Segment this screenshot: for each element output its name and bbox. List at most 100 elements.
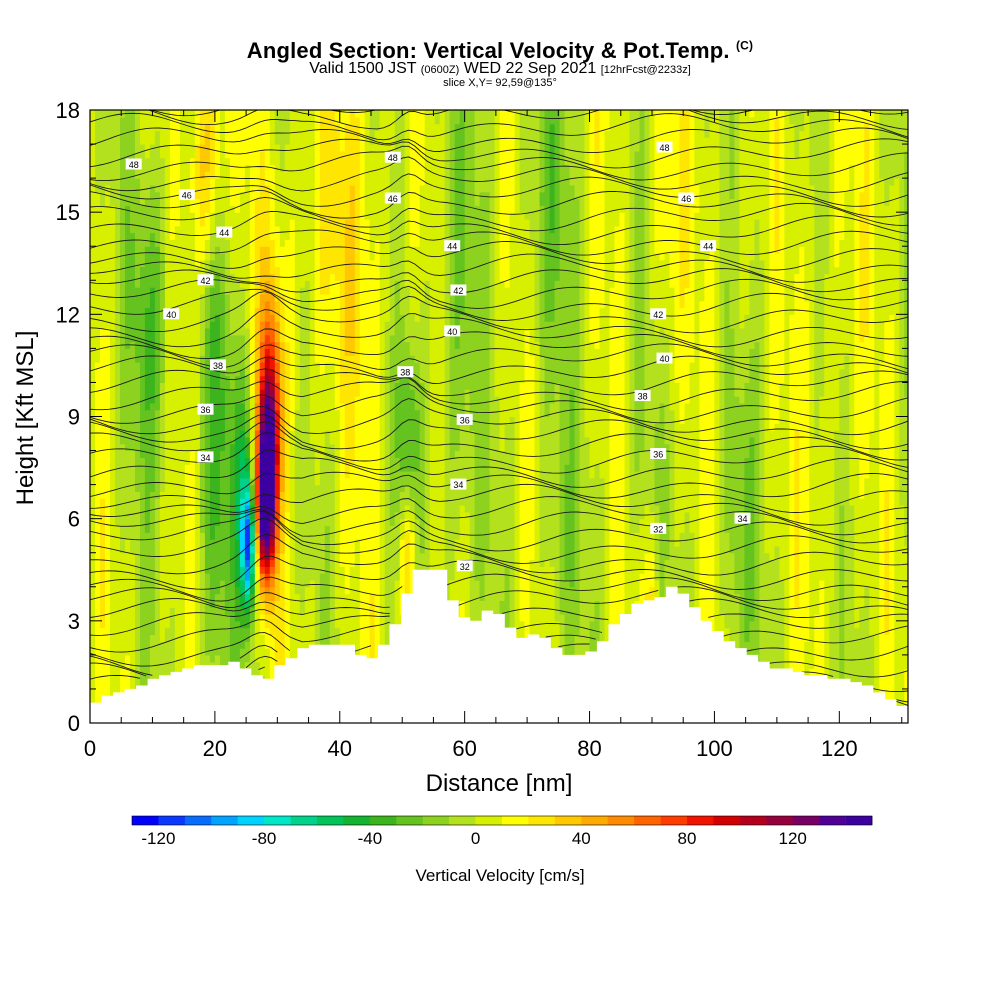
colorbar-swatch xyxy=(369,816,397,825)
contour-label-box xyxy=(678,192,695,204)
x-tick-label: 0 xyxy=(84,736,96,761)
contour-label: 38 xyxy=(213,361,223,371)
colorbar-tick-label: -40 xyxy=(358,829,383,848)
theta-contour-line xyxy=(90,449,908,488)
terrain-mask xyxy=(90,569,908,723)
contour-label-box xyxy=(456,413,473,425)
theta-contour-line xyxy=(90,196,908,232)
contour-label-box xyxy=(656,352,673,364)
contour-label: 34 xyxy=(200,453,210,463)
colorbar-swatch xyxy=(607,816,635,825)
contour-label: 34 xyxy=(453,480,463,490)
contour-labels: 4846444240383634484644424038363432304846… xyxy=(125,141,751,660)
x-tick-label: 60 xyxy=(452,736,476,761)
colorbar-swatch xyxy=(845,816,873,825)
theta-contour-line xyxy=(90,510,908,552)
chart-subtitle: Valid 1500 JST (0600Z) WED 22 Sep 2021 [… xyxy=(0,60,1000,78)
colorbar-swatch xyxy=(343,816,371,825)
theta-contour-line xyxy=(90,586,908,610)
contour-label-box xyxy=(178,189,195,201)
contour-label: 40 xyxy=(659,354,669,364)
contour-label: 48 xyxy=(388,153,398,163)
colorbar-frame xyxy=(131,815,873,826)
contour-label-box xyxy=(163,308,180,320)
y-tick-label: 6 xyxy=(68,507,80,532)
theta-contour-line xyxy=(90,509,908,537)
theta-contour-line xyxy=(90,644,908,678)
colorbar-swatch xyxy=(687,816,714,825)
theta-contour-line xyxy=(90,343,908,370)
theta-contour-line xyxy=(90,291,908,334)
colorbar-tick-label: 40 xyxy=(572,829,591,848)
contour-label: 42 xyxy=(200,276,210,286)
colorbar-tick-label: -80 xyxy=(252,829,277,848)
theta-contour-line xyxy=(90,229,908,256)
contour-label: 44 xyxy=(447,242,457,252)
theta-contour-line xyxy=(90,145,908,182)
y-tick-label: 15 xyxy=(56,200,80,225)
theta-contour-line xyxy=(147,110,908,130)
contour-label-box xyxy=(450,284,467,296)
x-tick-label: 80 xyxy=(577,736,601,761)
slice-subtitle: slice X,Y= 92,59@135° xyxy=(443,77,557,89)
theta-contour-line xyxy=(90,432,908,474)
chart-title: Angled Section: Vertical Velocity & Pot.… xyxy=(0,38,1000,64)
theta-contour-line xyxy=(90,112,908,141)
contour-label-box xyxy=(210,359,226,371)
colorbar-swatch xyxy=(132,816,159,825)
contour-label-box xyxy=(197,274,214,286)
theta-contour-line xyxy=(90,598,908,620)
theta-contour-line xyxy=(90,496,908,526)
theta-contour-line xyxy=(90,377,908,411)
colorbar: -120 -80 -40 0 40 80 120 xyxy=(131,815,873,848)
subtitle-date: WED 22 Sep 2021 xyxy=(463,60,597,77)
theta-contour-line xyxy=(90,555,908,590)
colorbar-swatch xyxy=(819,816,846,825)
contour-label: 48 xyxy=(129,160,139,170)
theta-contours xyxy=(90,110,908,706)
colorbar-swatch xyxy=(264,816,291,825)
contour-label-box xyxy=(397,366,414,378)
theta-contour-line xyxy=(90,253,908,283)
contour-label-box xyxy=(384,151,401,163)
colorbar-tick-label: 80 xyxy=(678,829,697,848)
theta-contour-line xyxy=(90,355,908,384)
colorbar-tick-label: 0 xyxy=(471,829,480,848)
contour-label-box xyxy=(650,448,667,459)
colorbar-swatch xyxy=(634,816,661,825)
contour-label-box xyxy=(197,403,214,415)
contour-label: 38 xyxy=(638,392,648,402)
y-tick-label: 3 xyxy=(68,609,80,634)
theta-contour-line xyxy=(90,471,908,499)
contour-label-box xyxy=(384,192,401,204)
theta-contour-line xyxy=(895,700,908,706)
contour-label-box xyxy=(734,512,751,524)
contour-label: 48 xyxy=(659,143,669,153)
contour-label: 38 xyxy=(400,368,410,378)
contour-label: 42 xyxy=(653,310,663,320)
colorbar-swatch xyxy=(766,816,794,825)
colorbar-swatch xyxy=(449,816,476,825)
terrain xyxy=(90,569,908,723)
theta-contour-line xyxy=(90,127,908,154)
colorbar-swatch xyxy=(660,816,688,825)
colorbar-swatch xyxy=(528,816,556,825)
contour-label: 36 xyxy=(653,450,663,460)
colorbar-title: Vertical Velocity [cm/s] xyxy=(415,866,584,885)
theta-contour-line xyxy=(90,655,908,693)
colorbar-tick-label: 120 xyxy=(779,829,807,848)
theta-contour-line xyxy=(90,383,908,424)
theta-contour-line xyxy=(90,173,908,207)
contour-label: 42 xyxy=(453,286,463,296)
theta-contour-line xyxy=(90,609,908,636)
chart-title-suffix: (C) xyxy=(735,38,754,53)
theta-contour-line xyxy=(90,268,908,294)
y-tick-label: 9 xyxy=(68,405,80,430)
contour-label-box xyxy=(125,158,142,170)
contour-label-box xyxy=(197,451,214,463)
contour-label: 44 xyxy=(219,228,229,238)
x-axis-title: Distance [nm] xyxy=(426,770,573,797)
theta-contour-line xyxy=(90,666,908,703)
